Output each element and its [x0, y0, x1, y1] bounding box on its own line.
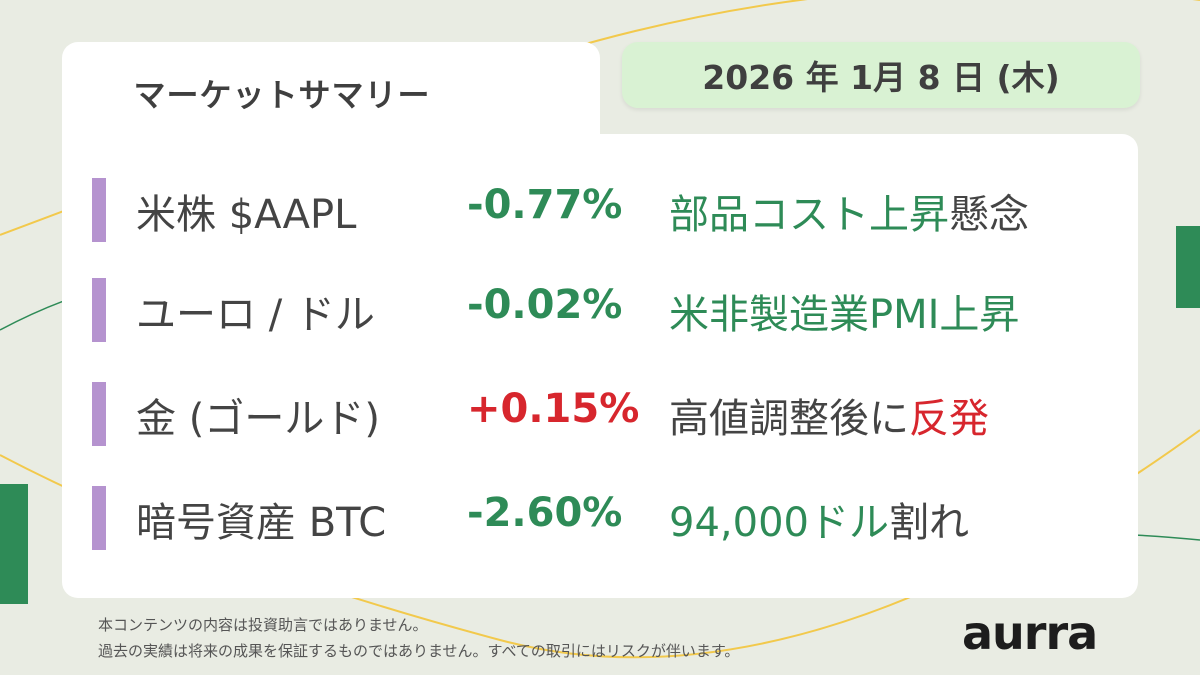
summary-row-eurusd: ユーロ / ドル -0.02% 米非製造業PMI上昇	[62, 274, 1138, 346]
disclaimer-line-1: 本コンテンツの内容は投資助言ではありません。	[98, 616, 428, 634]
row-note-main: 部品コスト上昇	[669, 192, 949, 238]
summary-row-btc: 暗号資産 BTC -2.60% 94,000ドル割れ	[62, 482, 1138, 554]
date-badge: 2026 年 1月 8 日 (木)	[622, 42, 1140, 108]
row-change: -0.02%	[467, 282, 623, 328]
row-note-tail: 懸念	[949, 192, 1029, 238]
row-label: 暗号資産 BTC	[136, 500, 387, 546]
row-note-main: 94,000ドル	[669, 500, 889, 546]
row-accent-bar	[92, 278, 106, 342]
brand-logo: aurra	[962, 606, 1098, 660]
row-note: 部品コスト上昇懸念	[669, 182, 1029, 240]
row-label: 米株 $AAPL	[136, 192, 357, 238]
summary-row-gold: 金 (ゴールド) +0.15% 高値調整後に反発	[62, 378, 1138, 450]
row-note: 94,000ドル割れ	[669, 490, 969, 548]
disclaimer-line-2: 過去の実績は将来の成果を保証するものではありません。すべての取引にはリスクが伴い…	[98, 642, 740, 660]
row-label: 金 (ゴールド)	[136, 396, 380, 442]
disclaimer: 本コンテンツの内容は投資助言ではありません。 過去の実績は将来の成果を保証するも…	[98, 612, 739, 664]
row-accent-bar	[92, 178, 106, 242]
summary-panel: 米株 $AAPL -0.77% 部品コスト上昇懸念 ユーロ / ドル -0.02…	[62, 134, 1138, 598]
row-label: ユーロ / ドル	[136, 292, 375, 338]
row-note-tail: 反発	[909, 396, 989, 442]
page-title: マーケットサマリー	[133, 76, 431, 114]
row-change: -2.60%	[467, 490, 623, 536]
row-note-main: 米非製造業PMI上昇	[669, 292, 1020, 338]
row-change: -0.77%	[467, 182, 623, 228]
row-change: +0.15%	[467, 386, 640, 432]
row-accent-bar	[92, 382, 106, 446]
summary-row-aapl: 米株 $AAPL -0.77% 部品コスト上昇懸念	[62, 174, 1138, 246]
row-accent-bar	[92, 486, 106, 550]
row-note: 米非製造業PMI上昇	[669, 282, 1019, 340]
row-note: 高値調整後に反発	[669, 386, 989, 444]
row-note-tail: 割れ	[888, 500, 969, 546]
row-note-main: 高値調整後に	[669, 396, 909, 442]
